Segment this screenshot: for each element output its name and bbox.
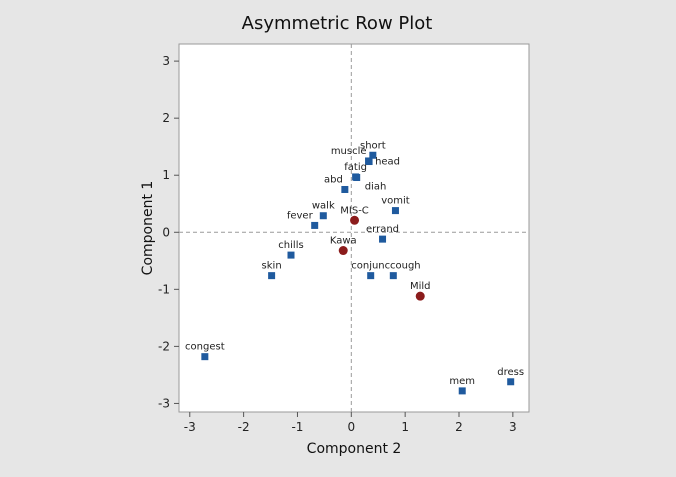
point-label: conjunc xyxy=(351,261,390,272)
row-marker xyxy=(201,353,209,361)
group-marker xyxy=(338,246,348,256)
y-tick-label: -2 xyxy=(158,339,170,353)
point-label: errand xyxy=(366,224,399,235)
y-axis-ticks: -3 -2 -1 0 1 2 3 xyxy=(158,54,179,410)
point-label: fatig xyxy=(344,162,367,173)
y-tick-label: -1 xyxy=(158,282,170,296)
point-label: vomit xyxy=(381,196,410,207)
point-label: Kawa xyxy=(330,236,357,247)
point-label: short xyxy=(360,140,386,151)
point-label: skin xyxy=(262,261,282,272)
group-marker xyxy=(415,291,425,301)
point-label: fever xyxy=(287,210,314,221)
row-marker xyxy=(319,212,327,220)
reference-lines xyxy=(179,44,529,412)
data-point: congest xyxy=(185,342,225,361)
point-label: abd xyxy=(324,174,343,185)
data-point: cough xyxy=(389,261,421,280)
point-label: chills xyxy=(278,240,303,251)
y-tick-label: 1 xyxy=(162,168,170,182)
point-label: muscle xyxy=(331,146,367,157)
data-point: fever xyxy=(287,210,319,229)
row-marker xyxy=(391,207,399,215)
point-label: dress xyxy=(497,367,524,378)
row-marker xyxy=(379,235,387,243)
data-point: Kawa xyxy=(330,236,357,256)
row-marker xyxy=(369,151,377,159)
point-label: head xyxy=(375,157,400,168)
data-point: skin xyxy=(262,261,282,280)
data-point: head xyxy=(365,157,400,168)
plot-area xyxy=(178,43,530,413)
row-marker xyxy=(268,272,276,280)
x-tick-label: -2 xyxy=(238,420,250,434)
row-marker xyxy=(507,378,515,386)
x-tick-label: -3 xyxy=(184,420,196,434)
x-tick-label: -1 xyxy=(291,420,303,434)
x-axis-label: Component 2 xyxy=(307,441,402,457)
y-tick-label: 3 xyxy=(162,54,170,68)
data-point: chills xyxy=(278,240,304,259)
point-label: mem xyxy=(449,376,475,387)
point-label: cough xyxy=(390,261,421,272)
data-point: errand xyxy=(366,224,399,243)
data-point: vomit xyxy=(381,196,410,215)
data-point: diah xyxy=(353,174,386,193)
point-label: diah xyxy=(365,182,387,193)
y-axis-label: Component 1 xyxy=(140,181,156,276)
row-marker xyxy=(367,272,375,280)
row-marker xyxy=(365,158,373,166)
data-point: abd xyxy=(324,174,349,193)
x-tick-label: 2 xyxy=(455,420,463,434)
row-marker xyxy=(311,221,319,229)
x-axis-ticks: -3 -2 -1 0 1 2 3 xyxy=(184,412,517,434)
y-tick-label: 0 xyxy=(162,225,170,239)
data-point: short xyxy=(360,140,386,159)
data-point: walk xyxy=(312,201,335,220)
row-marker xyxy=(389,272,397,280)
y-tick-label: -3 xyxy=(158,396,170,410)
x-tick-label: 0 xyxy=(347,420,355,434)
data-point: Mild xyxy=(410,281,431,301)
data-point: MIS-C xyxy=(340,205,369,225)
row-marker xyxy=(353,174,361,182)
group-marker xyxy=(350,215,360,225)
row-marker xyxy=(458,387,466,395)
y-tick-label: 2 xyxy=(162,111,170,125)
row-marker xyxy=(341,185,349,193)
point-label: Mild xyxy=(410,281,431,292)
row-marker xyxy=(287,251,295,259)
x-tick-label: 1 xyxy=(401,420,409,434)
x-tick-label: 3 xyxy=(509,420,517,434)
point-label: congest xyxy=(185,342,225,353)
point-label: MIS-C xyxy=(340,205,369,216)
data-point: dress xyxy=(497,367,524,386)
point-label: walk xyxy=(312,201,335,212)
chart-title: Asymmetric Row Plot xyxy=(242,13,433,34)
data-point: mem xyxy=(449,376,475,395)
data-point: conjunc xyxy=(351,261,390,280)
